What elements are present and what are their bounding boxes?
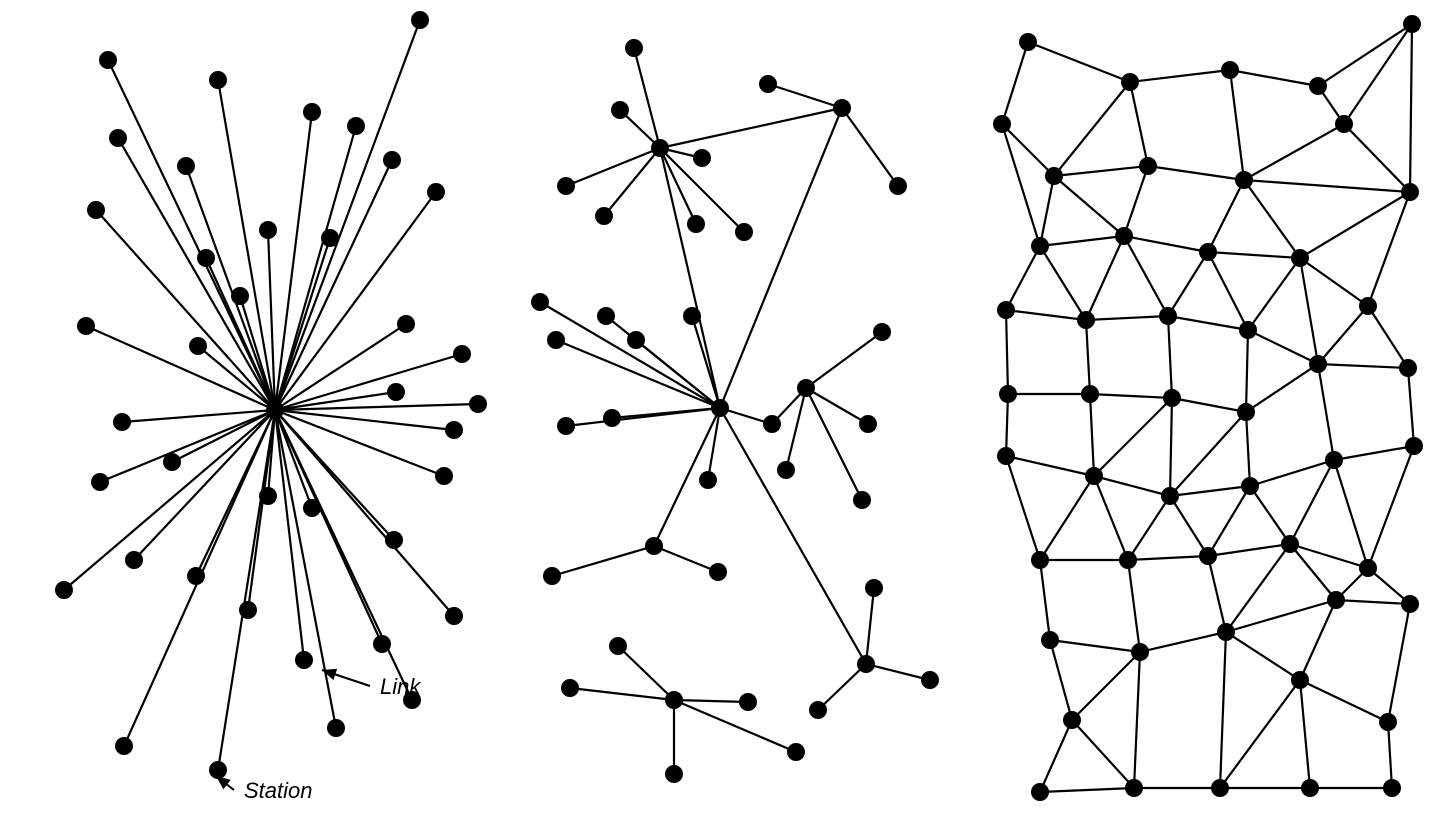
annotation-station: Station <box>244 778 313 803</box>
annotation-link: Link <box>380 674 421 699</box>
panel-clusters <box>531 39 939 783</box>
network-diagram: Link Station <box>0 0 1456 819</box>
panel-mesh <box>993 15 1423 801</box>
panel-star: Link Station <box>55 11 487 803</box>
